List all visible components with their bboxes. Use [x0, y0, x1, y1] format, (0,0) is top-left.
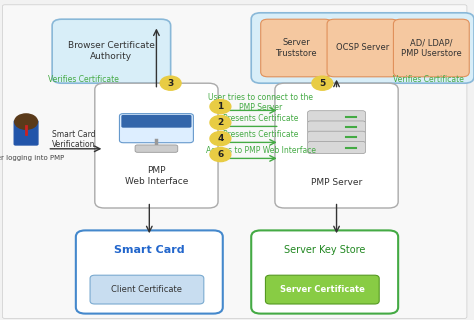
Text: OCSP Server: OCSP Server [336, 44, 389, 52]
Text: Server Key Store: Server Key Store [284, 244, 365, 255]
Text: PMP
Web Interface: PMP Web Interface [125, 166, 188, 186]
Text: 6: 6 [217, 150, 224, 159]
Text: Client Certificate: Client Certificate [111, 285, 182, 294]
Circle shape [15, 114, 37, 129]
FancyBboxPatch shape [52, 19, 171, 83]
Text: Access to PMP Web Interface: Access to PMP Web Interface [206, 146, 316, 155]
FancyBboxPatch shape [393, 19, 469, 77]
FancyBboxPatch shape [327, 19, 398, 77]
Text: Server Certificate: Server Certificate [280, 285, 365, 294]
Text: Presents Certificate: Presents Certificate [223, 130, 299, 139]
Text: 5: 5 [319, 79, 326, 88]
FancyBboxPatch shape [275, 83, 398, 208]
Text: Server
Truststore: Server Truststore [275, 38, 317, 58]
Text: Presents Certificate: Presents Certificate [223, 114, 299, 123]
Circle shape [210, 100, 231, 114]
Text: Smart Card
Verification: Smart Card Verification [52, 130, 95, 149]
FancyBboxPatch shape [2, 5, 467, 318]
FancyBboxPatch shape [90, 275, 204, 304]
Circle shape [210, 132, 231, 146]
FancyBboxPatch shape [308, 141, 365, 154]
Text: Browser Certificate
Authority: Browser Certificate Authority [68, 42, 155, 61]
Circle shape [210, 116, 231, 130]
Text: 1: 1 [217, 102, 224, 111]
FancyBboxPatch shape [121, 115, 191, 128]
FancyBboxPatch shape [14, 121, 38, 145]
FancyBboxPatch shape [308, 131, 365, 143]
Text: Verifies Certificate: Verifies Certificate [393, 76, 465, 84]
Text: 3: 3 [167, 79, 174, 88]
FancyBboxPatch shape [265, 275, 379, 304]
Circle shape [210, 148, 231, 162]
Circle shape [160, 76, 181, 90]
Text: Verifies Certificate: Verifies Certificate [47, 76, 118, 84]
FancyBboxPatch shape [119, 114, 193, 143]
Text: PMP Server: PMP Server [311, 178, 362, 187]
Text: 2: 2 [217, 118, 224, 127]
FancyBboxPatch shape [251, 13, 474, 83]
FancyBboxPatch shape [251, 230, 398, 314]
Text: 4: 4 [217, 134, 224, 143]
FancyBboxPatch shape [308, 111, 365, 123]
Circle shape [312, 76, 333, 90]
FancyBboxPatch shape [76, 230, 223, 314]
FancyBboxPatch shape [308, 121, 365, 133]
Text: Smart Card: Smart Card [114, 244, 184, 255]
FancyBboxPatch shape [95, 83, 218, 208]
Text: AD/ LDAP/
PMP Userstore: AD/ LDAP/ PMP Userstore [401, 38, 462, 58]
Text: User tries to connect to the
PMP Server: User tries to connect to the PMP Server [208, 93, 313, 112]
FancyBboxPatch shape [135, 145, 178, 152]
FancyBboxPatch shape [261, 19, 332, 77]
Text: User logging into PMP: User logging into PMP [0, 156, 64, 161]
